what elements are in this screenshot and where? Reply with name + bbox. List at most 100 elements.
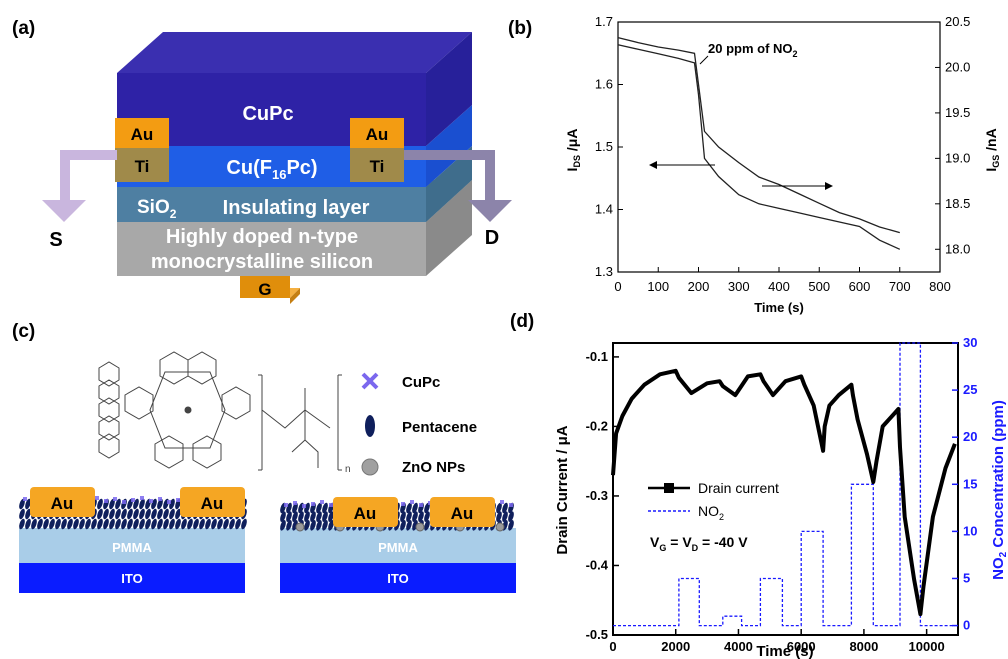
panel-d-label: (d) [510, 311, 534, 332]
pentacene-molecule [19, 508, 25, 520]
cupc-molecule [401, 502, 405, 506]
d-ytick-right-label: 25 [963, 382, 977, 397]
b-series-line-left [617, 36, 900, 234]
sio2-layer [117, 146, 472, 222]
pentacene-molecule [400, 511, 406, 522]
bias-annotation: VG = VD = -40 V [650, 534, 748, 553]
zno-nanoparticle [495, 522, 505, 532]
legend-no2-label: NO2 [698, 503, 724, 522]
pentacene-molecule [280, 511, 286, 522]
pentacene-molecule [310, 511, 316, 522]
cupc-molecule [23, 497, 27, 501]
pentacene-molecule [496, 502, 502, 514]
d-drain-current-line [611, 368, 957, 617]
pentacene-molecule [211, 518, 217, 530]
pentacene-molecule [19, 518, 25, 530]
cupc-molecule [167, 500, 171, 504]
pentacene-molecule [328, 511, 334, 522]
zno-nanoparticle [415, 522, 425, 532]
b-xtick-label: 600 [849, 279, 871, 294]
d-no2-line [613, 342, 955, 627]
pentacene-molecule [121, 518, 127, 530]
panel-b-ylabel-left: IDS /μA [564, 129, 582, 172]
b-xtick-label: 300 [728, 279, 750, 294]
pentacene-molecule [199, 518, 205, 530]
drain-label: D [485, 227, 499, 249]
d-xtick-label: 0 [609, 639, 616, 654]
gate-electrode [240, 276, 300, 304]
pentacene-molecule [286, 520, 292, 531]
pentacene-molecule [235, 518, 241, 530]
source-arrow [42, 150, 117, 222]
pentacene-molecule [169, 508, 175, 520]
pentacene-molecule [127, 508, 133, 520]
pentacene-molecule [109, 518, 115, 530]
cupc-molecule [104, 499, 108, 503]
pentacene-molecule [298, 511, 304, 522]
pentacene-molecule [139, 508, 145, 520]
panel-b-axes: 0 100 200 300 400 500 600 700 800 1.3 1.4 1.5 1.6 1.7… [595, 14, 970, 294]
d-ytick-right-label: 20 [963, 429, 977, 444]
pentacene-molecule [241, 518, 247, 530]
cupc-molecule [311, 502, 315, 506]
pmma-layer-left [19, 528, 245, 563]
pentacene-molecule [73, 518, 79, 530]
pentacene-molecule [145, 508, 151, 520]
au-pad-right-1-label: Au [354, 504, 377, 523]
au-pad-left-1-label: Au [51, 494, 74, 513]
ito-label-right: ITO [387, 571, 408, 586]
pentacene-molecule [97, 518, 103, 530]
pentacene-molecule [304, 511, 310, 522]
pentacene-molecule [127, 518, 133, 530]
pentacene-molecule [424, 520, 430, 531]
ito-layer-left [19, 563, 245, 593]
au-left-label: Au [131, 125, 154, 144]
ito-label-left: ITO [121, 571, 142, 586]
b-ytick-right-label: 20.0 [945, 59, 970, 74]
panel-d-lines [611, 342, 957, 627]
b-xtick-label: 500 [808, 279, 830, 294]
cupc-legend-icon [361, 372, 379, 390]
au-pad-left-1 [30, 487, 95, 517]
pentacene-molecule [121, 508, 127, 520]
pentacene-molecule [187, 518, 193, 530]
cupc-molecule [131, 498, 135, 502]
panel-d-ylabel-right: NO2 Concentration (ppm) [990, 400, 1008, 580]
zno-legend-icon [361, 458, 379, 476]
ito-layer-right [280, 563, 516, 593]
panel-d-legend: Drain current NO2 VG = VD = -40 V [648, 480, 779, 553]
d-ytick-left-label: -0.1 [586, 349, 608, 364]
panel-b-annotation: 20 ppm of NO2 [708, 41, 798, 59]
b-ytick-left-label: 1.6 [595, 77, 613, 92]
pentacene-molecule [223, 518, 229, 530]
legend-drain-label: Drain current [698, 480, 779, 496]
device-left: Au Au PMMA ITO [19, 487, 247, 593]
d-xtick-label: 6000 [787, 639, 816, 654]
pentacene-molecule [79, 518, 85, 530]
au-electrode-left [115, 118, 169, 148]
panel-d-axes: 0 2000 4000 6000 8000 10000 -0.1 -0.2 -0.3 -0.4 -0… [586, 335, 978, 654]
pentacene-molecule [157, 518, 163, 530]
pentacene-molecule [406, 520, 412, 531]
d-ytick-right-label: 5 [963, 570, 970, 585]
cupc-molecule [149, 499, 153, 503]
pentacene-molecule [406, 511, 412, 522]
cupc-structure [124, 351, 251, 469]
pmma-label-right: PMMA [378, 540, 418, 555]
pentacene-molecule [103, 518, 109, 530]
zno-nanoparticle [295, 522, 305, 532]
cupc-molecule [500, 500, 504, 504]
pentacene-molecule [115, 498, 121, 510]
pentacene-molecule [406, 502, 412, 514]
insulating-layer-label: Insulating layer [223, 197, 370, 219]
pentacene-structure [98, 361, 120, 459]
pentacene-molecule [91, 518, 97, 530]
pentacene-molecule [85, 518, 91, 530]
pentacene-molecule [175, 508, 181, 520]
pmma-label-left: PMMA [112, 540, 152, 555]
ti-electrode-left [115, 148, 169, 182]
pentacene-molecule [229, 518, 235, 530]
d-ytick-right-label: 10 [963, 523, 977, 538]
cupc-molecule [509, 503, 513, 507]
pentacene-legend-icon [365, 415, 375, 437]
